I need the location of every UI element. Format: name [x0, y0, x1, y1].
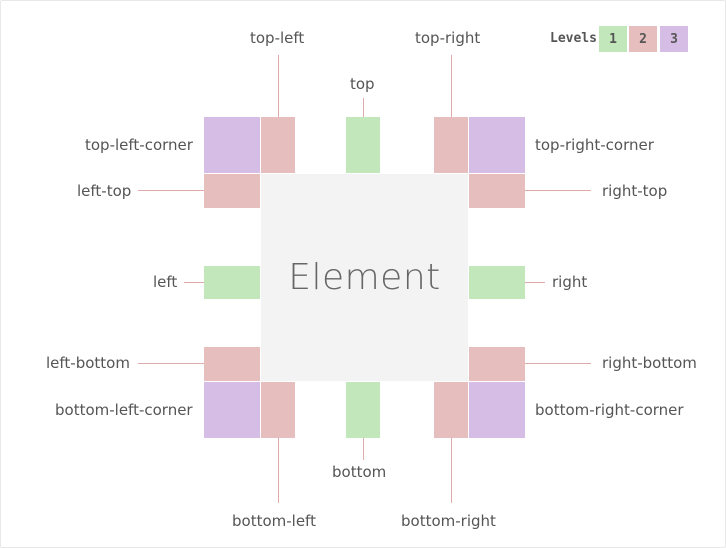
- pos-top-right-corner-box: [469, 117, 525, 173]
- pos-bottom-left-box: [261, 382, 295, 438]
- label-left: left: [153, 273, 178, 291]
- pos-top-box: [346, 117, 380, 173]
- legend-title: Levels: [550, 31, 597, 46]
- label-top-left: top-left: [250, 29, 305, 47]
- connector-top-left: [278, 55, 279, 117]
- connector-left: [184, 282, 204, 283]
- connector-left-bottom: [138, 363, 204, 364]
- pos-top-left-corner-box: [204, 117, 260, 173]
- label-bottom-right: bottom-right: [401, 512, 496, 530]
- pos-right-box: [469, 266, 525, 299]
- pos-right-top-box: [469, 174, 525, 208]
- pos-bottom-right-box: [434, 382, 468, 438]
- label-bottom-left: bottom-left: [232, 512, 316, 530]
- connector-top: [363, 98, 364, 117]
- legend-level-2: 2: [629, 26, 657, 52]
- pos-top-right-box: [434, 117, 468, 173]
- element-box: Element: [261, 174, 468, 381]
- label-top: top: [350, 75, 375, 93]
- pos-bottom-box: [346, 382, 380, 438]
- label-right-bottom: right-bottom: [602, 354, 697, 372]
- label-left-bottom: left-bottom: [46, 354, 130, 372]
- connector-right: [525, 282, 545, 283]
- connector-top-right: [451, 55, 452, 117]
- label-right: right: [552, 273, 588, 291]
- connector-right-top: [525, 190, 591, 191]
- pos-left-box: [204, 266, 260, 299]
- pos-left-bottom-box: [204, 347, 260, 381]
- legend-level-1: 1: [599, 26, 627, 52]
- label-bottom-right-corner: bottom-right-corner: [535, 401, 684, 419]
- label-bottom-left-corner: bottom-left-corner: [55, 401, 193, 419]
- legend-level-3: 3: [660, 26, 688, 52]
- pos-right-bottom-box: [469, 347, 525, 381]
- connector-bottom: [363, 438, 364, 460]
- pos-bottom-right-corner-box: [469, 382, 525, 438]
- label-top-left-corner: top-left-corner: [85, 136, 193, 154]
- label-right-top: right-top: [602, 182, 668, 200]
- label-top-right: top-right: [415, 29, 481, 47]
- pos-left-top-box: [204, 174, 260, 208]
- label-left-top: left-top: [77, 182, 132, 200]
- label-bottom: bottom: [332, 463, 387, 481]
- label-top-right-corner: top-right-corner: [535, 136, 654, 154]
- connector-left-top: [138, 190, 204, 191]
- pos-top-left-box: [261, 117, 295, 173]
- connector-bottom-right: [451, 438, 452, 503]
- connector-right-bottom: [525, 363, 591, 364]
- connector-bottom-left: [278, 438, 279, 503]
- pos-bottom-left-corner-box: [204, 382, 260, 438]
